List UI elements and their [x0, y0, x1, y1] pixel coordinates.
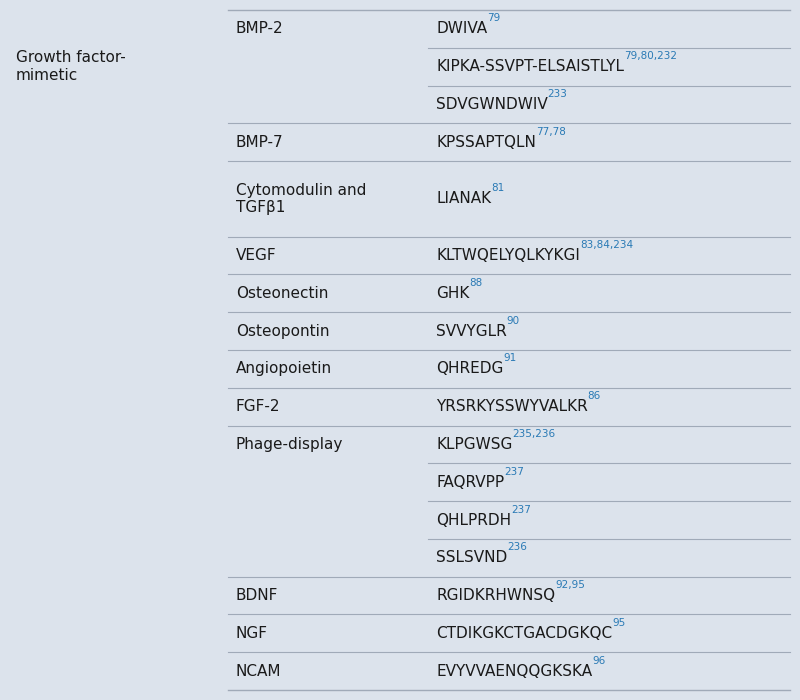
Text: KIPKA-SSVPT-ELSAISTLYL: KIPKA-SSVPT-ELSAISTLYL — [436, 60, 624, 74]
Text: SDVGWNDWIV: SDVGWNDWIV — [436, 97, 548, 112]
Text: SSLSVND: SSLSVND — [436, 550, 507, 566]
Text: YRSRKYSSWYVALKR: YRSRKYSSWYVALKR — [436, 399, 588, 414]
Text: Osteonectin: Osteonectin — [236, 286, 328, 301]
Text: 88: 88 — [470, 278, 482, 288]
Text: NCAM: NCAM — [236, 664, 282, 678]
Text: FAQRVPP: FAQRVPP — [436, 475, 504, 490]
Text: BMP-2: BMP-2 — [236, 22, 284, 36]
Text: CTDIKGKCTGACDGKQC: CTDIKGKCTGACDGKQC — [436, 626, 612, 641]
Text: QHLPRDH: QHLPRDH — [436, 512, 511, 528]
Text: Cytomodulin and
TGFβ1: Cytomodulin and TGFβ1 — [236, 183, 366, 215]
Text: 96: 96 — [592, 656, 606, 666]
Text: NGF: NGF — [236, 626, 268, 641]
Text: 90: 90 — [506, 316, 520, 326]
Text: 86: 86 — [588, 391, 601, 401]
Text: FGF-2: FGF-2 — [236, 399, 281, 414]
Text: 77,78: 77,78 — [536, 127, 566, 136]
Text: KLPGWSG: KLPGWSG — [436, 437, 512, 452]
Text: RGIDKRHWNSQ: RGIDKRHWNSQ — [436, 588, 555, 603]
Text: Phage-display: Phage-display — [236, 437, 343, 452]
Text: VEGF: VEGF — [236, 248, 277, 263]
Text: 237: 237 — [504, 467, 524, 477]
Text: BMP-7: BMP-7 — [236, 134, 284, 150]
Text: 81: 81 — [491, 183, 504, 193]
Text: SVVYGLR: SVVYGLR — [436, 323, 506, 339]
Text: EVYVVAENQQGKSKA: EVYVVAENQQGKSKA — [436, 664, 592, 678]
Text: Growth factor-
mimetic: Growth factor- mimetic — [16, 50, 126, 83]
Text: GHK: GHK — [436, 286, 470, 301]
Text: Angiopoietin: Angiopoietin — [236, 361, 332, 377]
Text: LIANAK: LIANAK — [436, 191, 491, 206]
Text: KPSSAPTQLN: KPSSAPTQLN — [436, 134, 536, 150]
Text: 92,95: 92,95 — [555, 580, 585, 590]
Text: 83,84,234: 83,84,234 — [580, 240, 633, 250]
Text: Osteopontin: Osteopontin — [236, 323, 330, 339]
Text: 91: 91 — [503, 354, 517, 363]
Text: 95: 95 — [612, 618, 626, 628]
Text: DWIVA: DWIVA — [436, 22, 487, 36]
Text: 237: 237 — [511, 505, 531, 514]
Text: 79: 79 — [487, 13, 500, 23]
Text: KLTWQELYQLKYKGI: KLTWQELYQLKYKGI — [436, 248, 580, 263]
Text: 235,236: 235,236 — [512, 429, 555, 439]
Text: 236: 236 — [507, 542, 527, 552]
Text: QHREDG: QHREDG — [436, 361, 503, 377]
Text: BDNF: BDNF — [236, 588, 278, 603]
Text: 79,80,232: 79,80,232 — [624, 51, 677, 61]
Text: 233: 233 — [548, 89, 568, 99]
